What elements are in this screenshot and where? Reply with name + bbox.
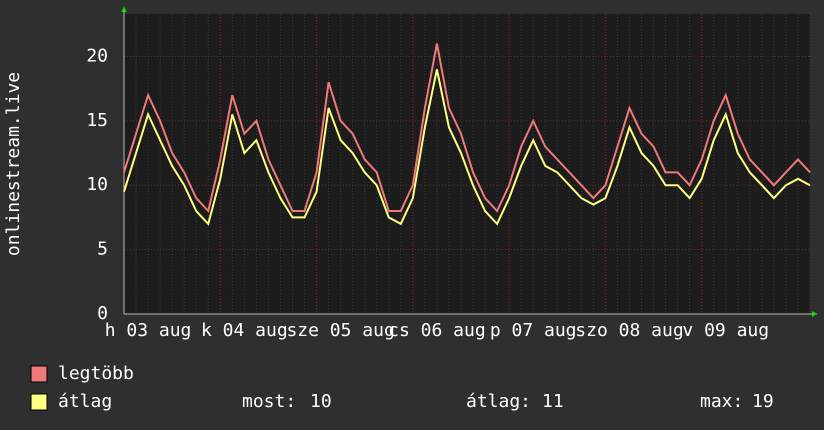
stat-label: max: [700,391,743,412]
series-line [123,43,811,214]
axis-arrow [812,311,818,317]
x-tick-label: szo 08 aug [575,320,683,341]
stat-value: 11 [542,391,564,412]
x-tick-label: sze 05 aug [286,320,394,341]
legend-swatch [30,365,48,383]
x-tick-label: k 04 aug [201,320,288,341]
y-tick-label: 5 [97,239,108,260]
stat-value: 10 [310,391,332,412]
legend-label: átlag [58,391,112,412]
y-tick-label: 10 [86,174,108,195]
plot-area [124,14,810,314]
x-tick-label: p 07 aug [490,320,577,341]
stat-value: 19 [752,391,774,412]
y-tick-label: 0 [97,303,108,324]
legend-swatch [30,393,48,411]
stat-label: átlag: [466,391,531,412]
legend-label: legtöbb [58,363,134,384]
y-tick-label: 20 [86,45,108,66]
stat-label: most: [242,391,296,412]
x-tick-label: h 03 aug [105,320,192,341]
y-axis-label: onlinestream.live [3,72,24,256]
axis-arrow [121,6,127,12]
x-tick-label: cs 06 aug [388,320,486,341]
y-tick-label: 15 [86,110,108,131]
series-line [123,69,811,226]
x-tick-label: v 09 aug [682,320,769,341]
